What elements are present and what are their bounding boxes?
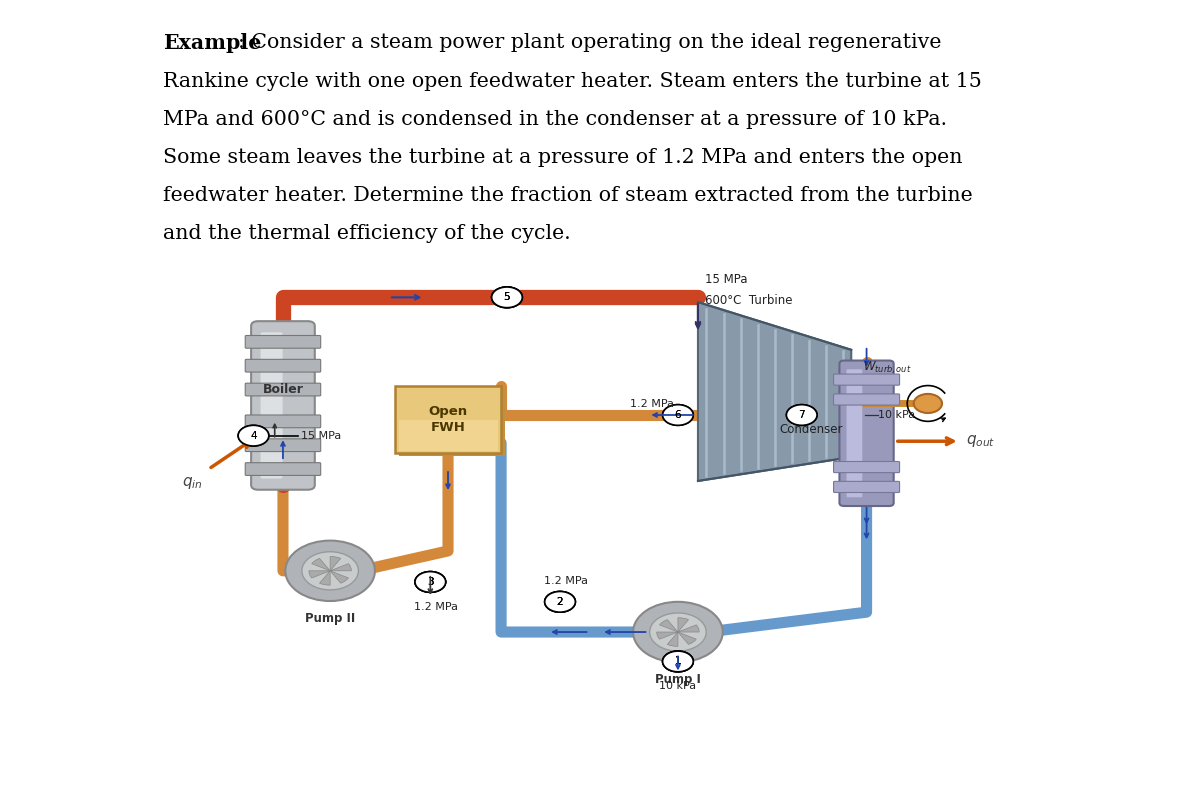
Circle shape (545, 591, 575, 612)
Circle shape (663, 651, 693, 672)
Text: Boiler: Boiler (263, 383, 303, 396)
Circle shape (914, 394, 942, 413)
Wedge shape (657, 632, 678, 639)
FancyBboxPatch shape (261, 332, 283, 479)
Text: 5: 5 (503, 293, 511, 302)
FancyBboxPatch shape (834, 461, 900, 472)
Text: 3: 3 (427, 577, 434, 587)
Text: Open
FWH: Open FWH (428, 405, 468, 434)
Circle shape (492, 287, 522, 308)
FancyBboxPatch shape (251, 321, 315, 490)
Text: Rankine cycle with one open feedwater heater. Steam enters the turbine at 15: Rankine cycle with one open feedwater he… (163, 72, 982, 91)
Text: 3: 3 (427, 577, 434, 587)
FancyBboxPatch shape (399, 421, 498, 451)
FancyBboxPatch shape (245, 439, 321, 452)
Circle shape (492, 287, 522, 308)
Text: 1.2 MPa: 1.2 MPa (414, 602, 459, 612)
Text: Some steam leaves the turbine at a pressure of 1.2 MPa and enters the open: Some steam leaves the turbine at a press… (163, 148, 962, 167)
Text: feedwater heater. Determine the fraction of steam extracted from the turbine: feedwater heater. Determine the fraction… (163, 186, 973, 205)
Text: 15 MPa: 15 MPa (301, 431, 341, 440)
Circle shape (238, 425, 269, 446)
Wedge shape (659, 619, 678, 632)
Text: 5: 5 (503, 293, 511, 302)
Text: 7: 7 (798, 410, 805, 420)
Text: 4: 4 (250, 431, 257, 440)
Text: 6: 6 (674, 410, 681, 420)
Text: 15 MPa: 15 MPa (705, 273, 747, 286)
Wedge shape (330, 564, 351, 571)
Circle shape (415, 572, 446, 592)
Text: 1.2 MPa: 1.2 MPa (631, 399, 674, 409)
Circle shape (415, 572, 446, 592)
Wedge shape (311, 558, 330, 571)
Text: $q_{in}$: $q_{in}$ (182, 475, 203, 491)
FancyBboxPatch shape (245, 463, 321, 475)
Text: 10 kPa: 10 kPa (878, 410, 915, 420)
Circle shape (302, 552, 358, 590)
Text: 1: 1 (674, 657, 681, 666)
Circle shape (650, 613, 706, 651)
Text: Pump II: Pump II (305, 612, 355, 625)
Polygon shape (698, 302, 851, 481)
Text: $W_{turb,out}$: $W_{turb,out}$ (863, 359, 911, 375)
FancyBboxPatch shape (834, 481, 900, 492)
FancyBboxPatch shape (395, 386, 501, 453)
Wedge shape (678, 618, 689, 632)
Text: 7: 7 (798, 410, 805, 420)
Text: 3: 3 (427, 577, 434, 587)
FancyBboxPatch shape (399, 388, 505, 456)
Text: and the thermal efficiency of the cycle.: and the thermal efficiency of the cycle. (163, 224, 571, 243)
Wedge shape (678, 625, 699, 632)
FancyBboxPatch shape (834, 394, 900, 405)
Text: 6: 6 (674, 410, 681, 420)
Text: 600°C  Turbine: 600°C Turbine (705, 294, 792, 307)
Wedge shape (330, 571, 349, 584)
Wedge shape (667, 632, 678, 646)
Text: 1.2 MPa: 1.2 MPa (544, 576, 588, 586)
Text: 1: 1 (674, 657, 681, 666)
Text: 2: 2 (556, 597, 564, 607)
FancyBboxPatch shape (245, 359, 321, 372)
FancyBboxPatch shape (245, 335, 321, 348)
Circle shape (633, 602, 723, 662)
Text: 1: 1 (674, 657, 681, 666)
Circle shape (545, 591, 575, 612)
FancyBboxPatch shape (834, 374, 900, 386)
Circle shape (786, 405, 817, 425)
Text: Condenser: Condenser (779, 423, 843, 436)
Circle shape (663, 405, 693, 425)
Text: 2: 2 (556, 597, 564, 607)
Circle shape (285, 541, 375, 601)
Wedge shape (309, 571, 330, 578)
Text: Pump I: Pump I (656, 673, 700, 686)
Text: 2: 2 (556, 597, 564, 607)
Text: Example: Example (163, 33, 261, 53)
Text: 5: 5 (503, 293, 511, 302)
FancyBboxPatch shape (847, 369, 862, 498)
Circle shape (492, 287, 522, 308)
Text: : Consider a steam power plant operating on the ideal regenerative: : Consider a steam power plant operating… (238, 33, 941, 52)
Circle shape (663, 405, 693, 425)
Circle shape (786, 405, 817, 425)
Circle shape (415, 572, 446, 592)
Text: 10 kPa: 10 kPa (659, 681, 697, 692)
Wedge shape (320, 571, 330, 585)
Text: MPa and 600°C and is condensed in the condenser at a pressure of 10 kPa.: MPa and 600°C and is condensed in the co… (163, 110, 947, 129)
Circle shape (663, 651, 693, 672)
Wedge shape (330, 556, 341, 571)
Circle shape (545, 591, 575, 612)
Circle shape (663, 651, 693, 672)
FancyBboxPatch shape (839, 361, 894, 506)
FancyBboxPatch shape (245, 415, 321, 428)
Wedge shape (678, 632, 697, 645)
FancyBboxPatch shape (245, 383, 321, 396)
Circle shape (238, 425, 269, 446)
Text: $q_{out}$: $q_{out}$ (966, 433, 995, 449)
Text: 4: 4 (250, 431, 257, 440)
